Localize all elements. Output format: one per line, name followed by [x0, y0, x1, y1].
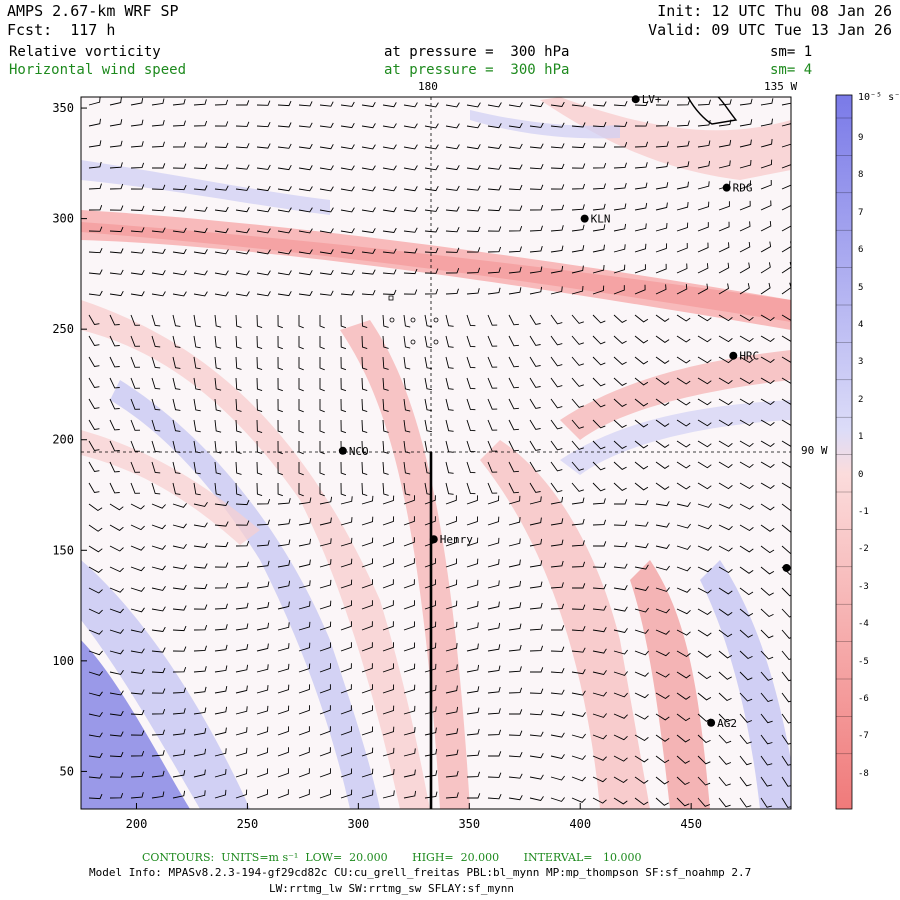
forecast-hour: Fcst: 117 h [7, 21, 116, 39]
x-tick-label: 250 [237, 817, 259, 831]
station-marker [631, 95, 640, 104]
station-markers: LV+ RDG KLN HRC NCO Henry AG2 [338, 93, 791, 730]
map-title: AMPS 2.67-km WRF SP [7, 2, 179, 20]
colorbar-label: -7 [858, 731, 869, 742]
field1-smooth: sm= 1 [770, 44, 813, 60]
meridian-180-label: 180 [418, 80, 438, 93]
y-tick-label: 200 [52, 433, 74, 447]
colorbar-label: 9 [858, 133, 864, 143]
station-label: HRC [739, 350, 759, 363]
map-frame [80, 96, 792, 810]
station-label: KLN [591, 213, 611, 226]
y-tick-label: 150 [52, 543, 74, 557]
station-marker [722, 183, 731, 192]
colorbar-label: 8 [858, 170, 864, 181]
field2-level: at pressure = 300 hPa [384, 62, 570, 78]
x-tick-label: 400 [569, 817, 591, 831]
field1-level: at pressure = 300 hPa [384, 44, 570, 60]
station-label: NCO [349, 445, 369, 458]
station-marker [782, 563, 791, 572]
colorbar-label: 7 [858, 207, 864, 218]
colorbar-label: -3 [858, 581, 869, 592]
x-tick-label: 200 [126, 817, 148, 831]
axis-ticks: 200 250 300 350 400 450 50 100 150 200 250 300 350 [52, 101, 702, 831]
colorbar-label: -6 [858, 694, 869, 704]
field2-name: Horizontal wind speed [9, 62, 187, 78]
colorbar-label: 3 [858, 357, 864, 368]
x-tick-label: 450 [680, 817, 702, 831]
model-info: Model Info: MPASv8.2.3-194-gf29cd82c CU:… [89, 866, 752, 879]
station-marker [580, 214, 589, 223]
colorbar-label: -5 [858, 656, 869, 667]
colorbar-label: 1 [858, 432, 864, 443]
station-label: AG2 [717, 717, 737, 730]
station-marker [429, 535, 438, 544]
colorbar-label: 4 [858, 320, 864, 330]
y-tick-label: 350 [52, 101, 74, 115]
init-time: Init: 12 UTC Thu 08 Jan 26 [657, 2, 892, 20]
colorbar-label: 6 [858, 245, 864, 256]
station-marker [707, 718, 716, 727]
meridian-135w-label: 135 W [764, 80, 798, 93]
colorbar [835, 94, 853, 810]
station-label: LV+ [642, 93, 662, 106]
map-overlays [81, 97, 791, 809]
colorbar-label: 5 [858, 282, 864, 293]
colorbar-label: -2 [858, 544, 869, 555]
y-tick-label: 300 [52, 212, 74, 226]
colorbar-label: -1 [858, 507, 869, 517]
model-info-physics: LW:rrtmg_lw SW:rrtmg_sw SFLAY:sf_mynn [269, 882, 515, 895]
colorbar-label: -8 [858, 768, 869, 779]
field1-name: Relative vorticity [9, 44, 161, 60]
vorticity-shading [81, 97, 791, 809]
colorbar-label: 2 [858, 394, 864, 405]
colorbar-unit: 10⁻⁵ s⁻¹ [858, 92, 900, 103]
station-marker [729, 351, 738, 360]
contour-info: CONTOURS: UNITS=m s⁻¹ LOW= 20.000 HIGH= … [142, 851, 642, 864]
valid-time: Valid: 09 UTC Tue 13 Jan 26 [648, 21, 892, 39]
y-tick-label: 50 [60, 764, 74, 778]
x-tick-label: 350 [458, 817, 480, 831]
x-tick-label: 300 [348, 817, 370, 831]
y-tick-label: 100 [52, 654, 74, 668]
y-tick-label: 250 [52, 322, 74, 336]
colorbar-label: -4 [858, 619, 869, 630]
wind-barbs [88, 97, 791, 808]
field2-smooth: sm= 4 [770, 62, 813, 78]
station-label: Henry [440, 533, 473, 546]
colorbar-label: 0 [858, 469, 864, 480]
meridian-90w-label: 90 W [801, 444, 828, 457]
colorbar-ticks [836, 117, 852, 755]
station-label: RDG [733, 182, 753, 195]
station-marker [338, 446, 347, 455]
